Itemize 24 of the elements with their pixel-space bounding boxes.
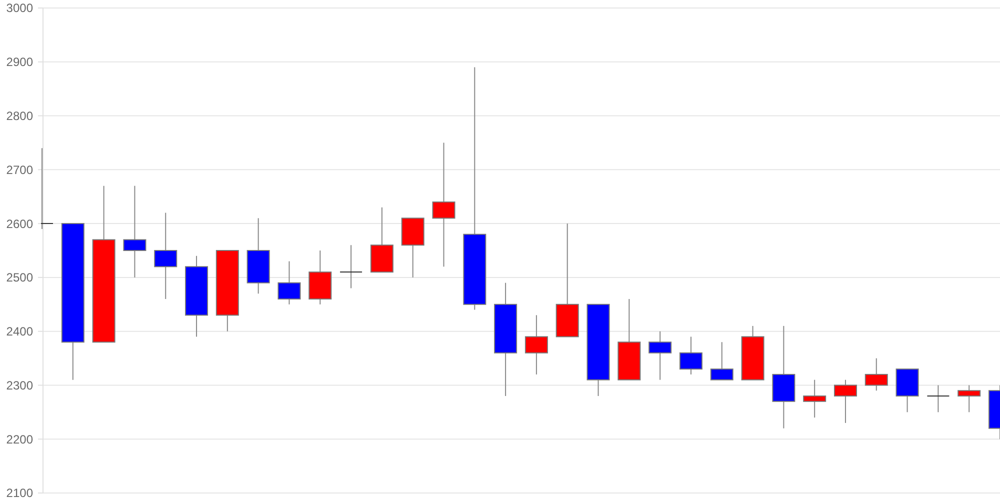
y-tick-label: 2900: [6, 55, 34, 70]
y-tick-label: 2700: [6, 162, 34, 177]
candlestick: [803, 379, 826, 418]
y-tick-label: 2100: [6, 486, 34, 500]
candlestick: [710, 342, 734, 380]
y-tick-label: 2200: [6, 432, 34, 446]
y-tick-label: 2300: [6, 378, 34, 392]
candlestick: [524, 314, 548, 375]
candlestick: [154, 212, 178, 300]
candlestick: [834, 379, 857, 424]
candlestick: [679, 336, 702, 375]
y-tick-label: 2600: [6, 216, 34, 231]
y-tick-label: 3000: [6, 1, 34, 16]
candlestick: [648, 330, 672, 380]
y-tick-label: 2500: [6, 270, 34, 285]
candlestick: [864, 358, 888, 392]
y-tick-label: 2400: [6, 324, 34, 339]
candlestick: [123, 185, 146, 278]
candlestick: [340, 244, 363, 289]
candlestick: [926, 384, 950, 413]
candlestick: [958, 384, 981, 413]
candlestick: [278, 260, 301, 305]
y-tick-label: 2800: [6, 108, 34, 123]
candlestick: [432, 142, 456, 268]
